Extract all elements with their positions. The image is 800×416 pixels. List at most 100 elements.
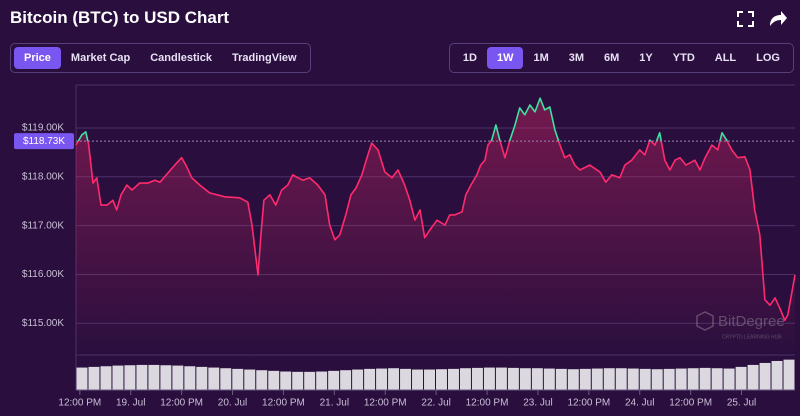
- volume-bar: [639, 368, 651, 390]
- y-tick-label: $119.00K: [22, 123, 64, 134]
- y-tick-label: $116.00K: [22, 269, 64, 280]
- button[interactable]: ALL: [714, 52, 737, 64]
- watermark: BitDegree CRYPTO LEARNING HUB: [696, 311, 785, 340]
- volume-bar: [340, 370, 352, 390]
- volume-bar: [555, 368, 567, 390]
- volume-bar: [579, 368, 591, 390]
- volume-bar: [136, 364, 148, 390]
- x-tick-label: 12:00 PM: [466, 398, 509, 409]
- y-tick-label: $117.00K: [22, 220, 64, 231]
- volume-bar: [364, 368, 376, 390]
- button[interactable]: 1Y: [639, 52, 653, 64]
- volume-bar: [543, 368, 555, 390]
- volume-bar: [292, 371, 304, 390]
- volume-bar: [771, 360, 783, 390]
- volume-bar: [316, 371, 328, 390]
- current-price-box: [14, 133, 74, 150]
- volume-bar: [376, 368, 388, 390]
- x-tick-label: 12:00 PM: [567, 398, 610, 409]
- volume-bar: [184, 366, 196, 390]
- watermark-tagline: CRYPTO LEARNING HUB: [722, 334, 782, 340]
- volume-bar: [519, 368, 531, 390]
- volume-bar: [76, 367, 88, 390]
- y-tick-label: $118.00K: [22, 171, 64, 182]
- icon-share[interactable]: [770, 11, 787, 26]
- button[interactable]: 6M: [604, 52, 620, 64]
- volume-bar: [244, 369, 256, 390]
- x-tick-label: 24. Jul: [625, 398, 654, 409]
- button[interactable]: 1M: [533, 52, 549, 64]
- volume-bar: [328, 370, 340, 390]
- volume-bar: [603, 368, 615, 390]
- x-tick-label: 25. Jul: [727, 398, 756, 409]
- price-line: [75, 97, 796, 322]
- range-group: 1D 1W 1M 3M 6M 1Y YTD ALL LOG: [448, 43, 794, 73]
- volume-bar: [304, 371, 316, 390]
- volume-bar: [88, 366, 100, 390]
- volume-bar: [112, 365, 124, 390]
- x-tick-label: 23. Jul: [523, 398, 552, 409]
- x-tick-label: 20. Jul: [218, 398, 247, 409]
- volume-bar: [268, 370, 280, 390]
- volume-bar: [172, 365, 184, 390]
- button[interactable]: 1D: [462, 52, 477, 64]
- volume-bar: [160, 365, 172, 390]
- button[interactable]: Price: [14, 47, 61, 69]
- volume-bar: [483, 367, 495, 390]
- x-tick-label: 12:00 PM: [669, 398, 712, 409]
- volume-bar: [507, 367, 519, 390]
- volume-bar: [663, 368, 675, 390]
- price-area: [76, 98, 795, 355]
- x-tick-label: 12:00 PM: [160, 398, 203, 409]
- button[interactable]: Market Cap: [70, 52, 131, 64]
- volume-bar: [124, 365, 136, 390]
- volume-bar: [424, 369, 435, 390]
- volume-bar: [495, 367, 507, 390]
- button[interactable]: TradingView: [231, 52, 297, 64]
- volume-bar: [675, 368, 687, 390]
- x-tick-label: 12:00 PM: [364, 398, 407, 409]
- volume-bar: [747, 364, 759, 390]
- x-tick-label: 12:00 PM: [58, 398, 101, 409]
- volume-bar: [687, 368, 699, 390]
- button[interactable]: Candlestick: [150, 52, 212, 64]
- volume-bar: [699, 367, 711, 390]
- y-tick-label: $115.00K: [22, 318, 64, 329]
- volume-bar: [352, 369, 364, 390]
- icon-expand[interactable]: [737, 11, 754, 27]
- button[interactable]: YTD: [672, 52, 695, 64]
- volume-bar: [783, 359, 795, 390]
- volume-bar: [436, 369, 447, 390]
- volume-bar: [735, 366, 747, 390]
- tab-group: Price Market Cap Candlestick TradingView: [10, 43, 311, 73]
- volume-bar: [232, 368, 244, 390]
- volume-bar: [280, 371, 292, 390]
- volume-bar: [759, 362, 771, 390]
- button[interactable]: LOG: [756, 52, 780, 64]
- current-price-label: $118.73K: [23, 136, 65, 147]
- volume-bar: [208, 367, 220, 390]
- volume-bar: [388, 368, 400, 390]
- volume-bar: [100, 366, 112, 390]
- volume-bar: [711, 368, 723, 390]
- volume-bar: [651, 369, 663, 390]
- x-tick-label: 19. Jul: [116, 398, 145, 409]
- volume-bar: [591, 368, 603, 390]
- volume-bar: [400, 368, 412, 390]
- volume-bar: [256, 370, 268, 390]
- volume-bar: [471, 367, 483, 390]
- volume-bar: [447, 368, 459, 390]
- volume-bar: [196, 366, 208, 390]
- volume-bar: [148, 364, 160, 390]
- volume-bar: [627, 368, 639, 390]
- button[interactable]: 3M: [568, 52, 585, 64]
- volume-bar: [220, 368, 232, 390]
- watermark-logo: [696, 311, 714, 331]
- volume-bar: [412, 369, 424, 390]
- chart-title: Bitcoin (BTC) to USD Chart: [10, 8, 230, 27]
- x-tick-label: 12:00 PM: [262, 398, 305, 409]
- x-tick-label: 22. Jul: [421, 398, 450, 409]
- button[interactable]: 1W: [486, 47, 524, 69]
- volume-bar: [567, 369, 579, 390]
